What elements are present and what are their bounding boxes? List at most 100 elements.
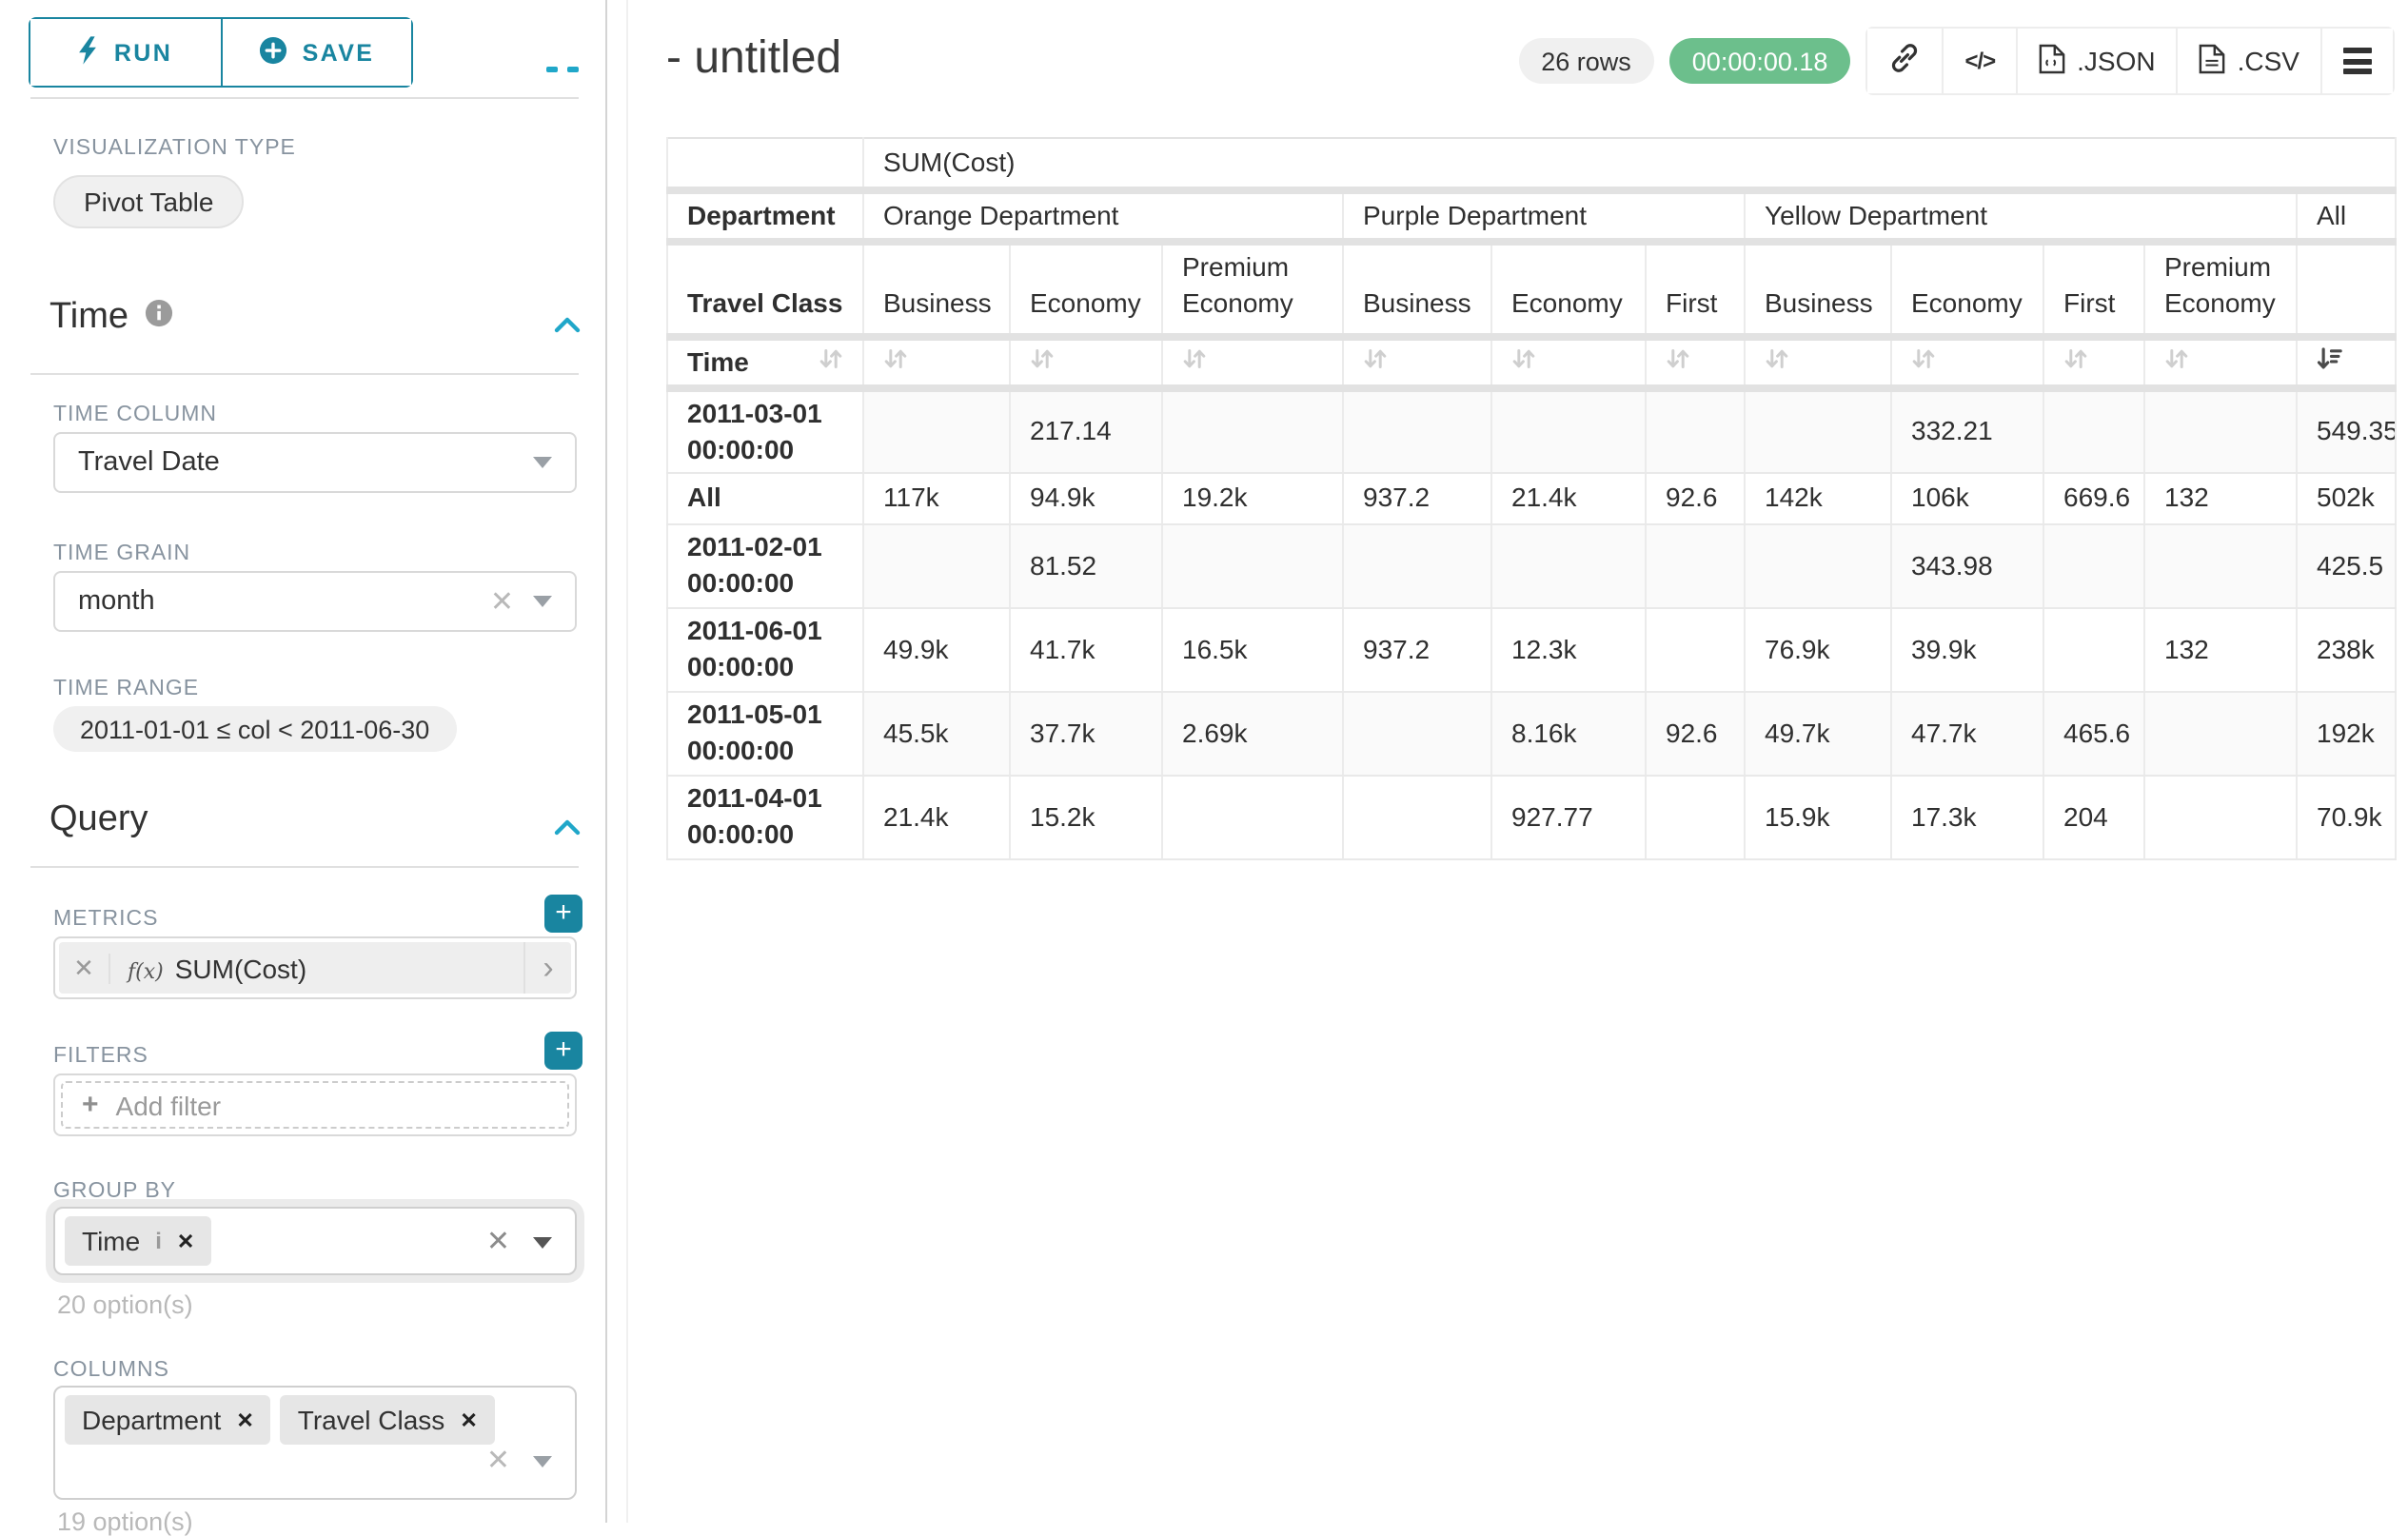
clear-icon[interactable]: ✕ <box>489 586 514 619</box>
sort-icon[interactable] <box>1030 345 1055 376</box>
travel-class-header: Business <box>862 241 1011 340</box>
travel-class-header: Economy <box>1490 241 1647 340</box>
visualization-type-chip[interactable]: Pivot Table <box>53 175 245 228</box>
travel-class-header: First <box>1645 241 1746 340</box>
menu-button[interactable] <box>2320 29 2393 93</box>
add-filter-button[interactable]: + Add filter <box>61 1081 569 1129</box>
remove-metric-icon[interactable]: ✕ <box>59 953 110 983</box>
caret-down-icon <box>533 596 552 607</box>
sort-header-cell[interactable] <box>1890 336 2044 391</box>
sort-header-cell[interactable] <box>2143 336 2298 391</box>
value-cell: 204 <box>2043 775 2145 859</box>
value-cell <box>2043 523 2145 608</box>
time-grain-value: month <box>78 586 155 617</box>
sort-icon[interactable] <box>883 345 908 376</box>
add-filter-plus-button[interactable]: + <box>544 1032 582 1070</box>
chart-type-chevron-fragment-icon <box>567 67 579 72</box>
dimension-chip[interactable]: Time i ✕ <box>65 1216 212 1266</box>
json-button-label: .JSON <box>2077 46 2156 76</box>
sort-icon[interactable] <box>1911 345 1936 376</box>
sort-header-cell[interactable] <box>2043 336 2145 391</box>
sort-icon[interactable] <box>1765 345 1789 376</box>
group-by-options-hint: 20 option(s) <box>57 1290 193 1319</box>
value-cell <box>1490 523 1647 608</box>
columns-select[interactable]: Department ✕ Travel Class ✕ ✕ <box>53 1386 577 1500</box>
sort-header-cell[interactable]: Time <box>666 336 864 391</box>
sort-header-cell[interactable] <box>1342 336 1492 391</box>
sort-icon[interactable] <box>1511 345 1536 376</box>
value-cell: 41.7k <box>1009 607 1163 692</box>
sort-header-cell[interactable] <box>1490 336 1647 391</box>
time-section-header[interactable]: Time <box>49 297 172 339</box>
value-cell: 192k <box>2296 691 2397 776</box>
chevron-up-icon[interactable] <box>554 811 582 836</box>
time-range-chip[interactable]: 2011-01-01 ≤ col < 2011-06-30 <box>53 706 457 752</box>
chevron-up-icon[interactable] <box>554 308 582 333</box>
sort-header-cell[interactable] <box>862 336 1011 391</box>
dimension-chip[interactable]: Travel Class ✕ <box>280 1395 495 1445</box>
row-dimension-label: Time <box>687 345 749 376</box>
sort-header-cell[interactable] <box>1645 336 1746 391</box>
value-cell: 142k <box>1744 472 1892 524</box>
time-column-select[interactable]: Travel Date <box>53 432 577 493</box>
value-cell <box>1342 523 1492 608</box>
chevron-right-icon[interactable]: › <box>523 942 571 994</box>
export-json-button[interactable]: .JSON <box>2016 29 2177 93</box>
share-link-button[interactable] <box>1867 29 1943 93</box>
sort-icon[interactable] <box>2164 345 2189 376</box>
sort-header-cell[interactable] <box>2296 336 2397 391</box>
sort-header-cell[interactable] <box>1009 336 1163 391</box>
sort-icon[interactable] <box>1182 345 1207 376</box>
sort-header-cell[interactable] <box>1744 336 1892 391</box>
pivot-table: SUM(Cost) Department Orange Department Purp… <box>666 137 2397 859</box>
sort-header-cell[interactable] <box>1161 336 1344 391</box>
export-csv-button[interactable]: .CSV <box>2176 29 2320 93</box>
table-row: 2011-06-01 00:00:00 49.9k 41.7k 16.5k 937.2 12… <box>666 607 2397 692</box>
value-cell <box>1645 523 1746 608</box>
travel-class-header: Economy <box>1009 241 1163 340</box>
value-cell <box>1645 387 1746 473</box>
sort-icon[interactable] <box>1666 345 1690 376</box>
caret-down-icon <box>533 457 552 468</box>
hamburger-menu-icon <box>2343 48 2372 74</box>
value-cell <box>2143 523 2298 608</box>
divider <box>30 373 579 375</box>
metric-pill[interactable]: ✕ f(x) SUM(Cost) › <box>59 942 571 994</box>
divider <box>30 97 579 99</box>
chart-title[interactable]: - untitled <box>666 32 842 84</box>
value-cell <box>1342 387 1492 473</box>
view-query-button[interactable]: </> <box>1942 29 2017 93</box>
sort-icon[interactable] <box>819 344 843 380</box>
value-cell: 8.16k <box>1490 691 1647 776</box>
chart-type-chevron-fragment-icon <box>546 67 558 72</box>
query-timer-badge: 00:00:00.18 <box>1668 38 1851 84</box>
query-section-header[interactable]: Query <box>49 799 148 841</box>
sort-icon[interactable] <box>1363 345 1388 376</box>
run-button[interactable]: RUN <box>30 19 220 86</box>
corner-cell <box>666 138 864 193</box>
sort-desc-active-icon[interactable] <box>2317 345 2343 376</box>
time-grain-select[interactable]: month ✕ <box>53 571 577 632</box>
department-axis-label: Department <box>666 189 864 245</box>
value-cell: 12.3k <box>1490 607 1647 692</box>
remove-chip-icon[interactable]: ✕ <box>236 1409 254 1432</box>
sort-icon[interactable] <box>2063 345 2088 376</box>
value-cell: 70.9k <box>2296 775 2397 859</box>
metric-header-cell: SUM(Cost) <box>862 138 2397 193</box>
clear-icon[interactable]: ✕ <box>485 1226 510 1258</box>
panel-divider[interactable] <box>605 0 607 1523</box>
value-cell <box>2043 607 2145 692</box>
add-metric-button[interactable]: + <box>544 895 582 933</box>
table-row: 2011-04-01 00:00:00 21.4k 15.2k 927.77 15.9k 1… <box>666 775 2397 859</box>
remove-chip-icon[interactable]: ✕ <box>176 1231 195 1253</box>
department-group-header: Purple Department <box>1342 189 1746 245</box>
clear-icon[interactable]: ✕ <box>485 1445 510 1477</box>
value-cell: 94.9k <box>1009 472 1163 524</box>
remove-chip-icon[interactable]: ✕ <box>460 1409 478 1432</box>
value-cell: 549.35 <box>2296 387 2397 473</box>
value-cell <box>1342 691 1492 776</box>
dimension-chip[interactable]: Department ✕ <box>65 1395 271 1445</box>
save-button[interactable]: SAVE <box>220 19 411 86</box>
group-by-select[interactable]: Time i ✕ ✕ <box>53 1207 577 1275</box>
value-cell: 343.98 <box>1890 523 2044 608</box>
